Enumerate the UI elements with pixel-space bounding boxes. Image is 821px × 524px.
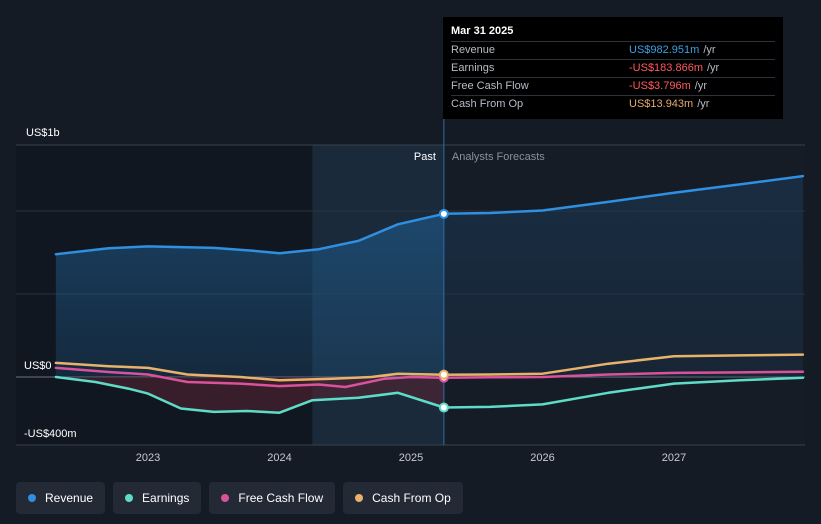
highlight-point — [438, 402, 449, 413]
tooltip-unit: /yr — [703, 44, 716, 56]
tooltip-unit: /yr — [707, 62, 720, 74]
legend-dot-icon — [125, 494, 134, 502]
legend-label: Earnings — [142, 491, 190, 505]
x-tick-label: 2026 — [530, 452, 554, 464]
tooltip-value: US$982.951m — [629, 44, 700, 56]
y-axis-label: -US$400m — [24, 428, 77, 440]
tooltip-value: -US$183.866m — [629, 62, 703, 74]
series-line-free-cash-flow — [54, 366, 805, 389]
tooltip-row-earnings: Earnings -US$183.866m /yr — [451, 59, 775, 77]
x-tick-label: 2025 — [399, 452, 423, 464]
tooltip-date: Mar 31 2025 — [451, 25, 514, 37]
legend-dot-icon — [355, 494, 364, 502]
tooltip-label: Earnings — [451, 62, 495, 74]
tooltip-value: -US$3.796m — [629, 80, 691, 92]
legend-dot-icon — [221, 494, 230, 502]
highlight-point — [438, 208, 449, 219]
x-tick-label: 2024 — [267, 452, 291, 464]
tooltip-row-cfo: Cash From Op US$13.943m /yr — [451, 95, 775, 113]
tooltip-unit: /yr — [697, 98, 710, 110]
x-tick-label: 2023 — [136, 452, 160, 464]
legend-label: Revenue — [45, 491, 94, 505]
x-tick-label: 2027 — [662, 452, 686, 464]
tooltip-label: Cash From Op — [451, 98, 524, 110]
highlight-point — [438, 369, 449, 380]
legend-item-free-cash-flow[interactable]: Free Cash Flow — [209, 482, 336, 514]
legend-label: Free Cash Flow — [238, 491, 324, 505]
tooltip-label: Revenue — [451, 44, 496, 56]
y-axis-label: US$1b — [26, 127, 60, 139]
legend-label: Cash From Op — [372, 491, 451, 505]
legend-dot-icon — [28, 494, 36, 502]
tooltip: Mar 31 2025 Revenue US$982.951m /yr Earn… — [443, 17, 783, 119]
series-line-revenue — [54, 174, 805, 256]
legend-item-cash-from-op[interactable]: Cash From Op — [343, 482, 463, 514]
tooltip-unit: /yr — [694, 80, 707, 92]
revenue-area-forecast — [443, 176, 803, 377]
legend: Revenue Earnings Free Cash Flow Cash Fro… — [16, 482, 463, 514]
tooltip-label: Free Cash Flow — [451, 80, 529, 92]
region-label-past: Past — [414, 151, 436, 163]
legend-item-earnings[interactable]: Earnings — [113, 482, 202, 514]
legend-item-revenue[interactable]: Revenue — [16, 482, 106, 514]
tooltip-row-fcf: Free Cash Flow -US$3.796m /yr — [451, 77, 775, 95]
revenue-area-past — [55, 213, 444, 377]
tooltip-value: US$13.943m — [629, 98, 694, 110]
y-axis-label: US$0 — [24, 360, 52, 372]
tooltip-row-revenue: Revenue US$982.951m /yr — [451, 41, 775, 59]
region-label-forecast: Analysts Forecasts — [452, 151, 545, 163]
series-line-earnings — [54, 375, 805, 414]
series-line-cash-from-op — [54, 353, 805, 382]
